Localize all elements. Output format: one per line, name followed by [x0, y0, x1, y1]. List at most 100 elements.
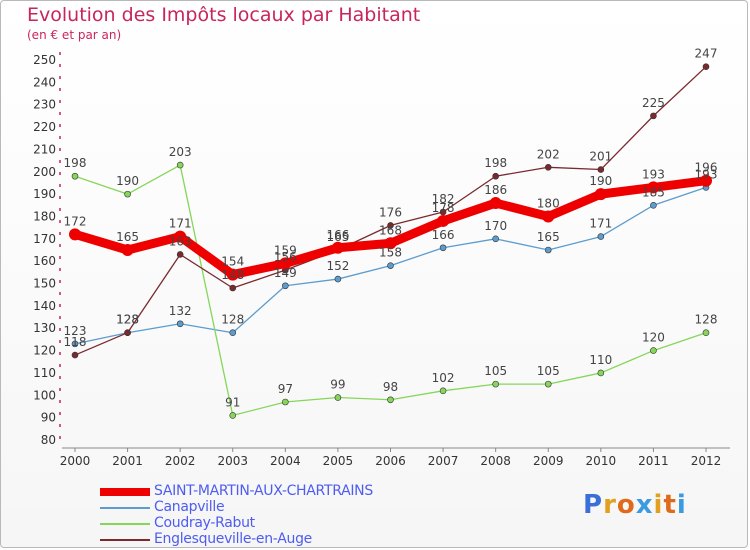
y-tick-label: 100 [33, 388, 56, 402]
data-label: 172 [64, 214, 87, 228]
data-label: 190 [589, 174, 612, 188]
x-tick-label: 2011 [638, 454, 669, 468]
y-tick-label: 220 [33, 120, 56, 134]
data-label: 185 [642, 185, 665, 199]
series-layer [69, 63, 712, 419]
series-group [71, 161, 710, 419]
legend-swatch [100, 523, 150, 525]
data-point [650, 201, 657, 209]
data-point [492, 172, 499, 180]
data-point [702, 329, 710, 337]
data-point [71, 351, 79, 359]
x-tick-label: 2002 [165, 454, 196, 468]
data-point [544, 246, 552, 254]
data-point [647, 181, 660, 194]
x-tick-label: 2005 [323, 454, 354, 468]
data-label: 98 [383, 380, 398, 394]
data-point [282, 398, 289, 406]
y-tick-label: 110 [33, 366, 56, 380]
x-tick-label: 2009 [533, 454, 564, 468]
data-point [594, 188, 607, 201]
data-point [437, 214, 450, 227]
data-label: 152 [326, 259, 349, 273]
data-label: 165 [116, 230, 139, 244]
data-label: 128 [695, 313, 718, 327]
data-label: 91 [225, 395, 240, 409]
data-point [700, 174, 712, 187]
data-point [124, 190, 131, 198]
series-group [69, 174, 712, 281]
data-label: 225 [642, 96, 665, 110]
y-tick-label: 230 [33, 98, 56, 112]
data-label: 168 [379, 223, 402, 237]
y-tick-label: 250 [33, 53, 56, 67]
data-point [597, 369, 605, 377]
data-point [121, 244, 134, 256]
data-label: 193 [642, 167, 665, 181]
data-point [597, 166, 605, 173]
data-label: 159 [274, 243, 297, 257]
data-label: 198 [64, 156, 87, 170]
data-label: 149 [274, 266, 297, 280]
data-point [71, 340, 79, 348]
data-label: 186 [484, 183, 507, 197]
data-label: 196 [695, 161, 718, 175]
chart-subtitle: (en € et par an) [27, 28, 122, 42]
series-line [74, 164, 707, 417]
data-point [229, 284, 237, 292]
data-point [229, 412, 237, 419]
data-point [331, 241, 344, 254]
y-tick-label: 90 [41, 411, 56, 425]
axes: 8090100110120130140150160170180190200210… [33, 52, 730, 468]
data-label: 158 [379, 246, 402, 260]
data-label: 154 [221, 255, 244, 269]
data-point [226, 268, 239, 281]
y-tick-label: 130 [33, 321, 56, 335]
data-label: 247 [695, 47, 718, 61]
legend-label: Coudray-Rabut [154, 515, 255, 531]
data-label: 182 [432, 192, 455, 206]
logo-letter: o [616, 490, 636, 520]
legend-swatch [100, 539, 150, 541]
data-label: 132 [169, 304, 192, 318]
logo-letter: P [583, 490, 604, 520]
data-point [174, 230, 187, 243]
y-tick-label: 180 [33, 209, 56, 223]
data-point [229, 329, 237, 337]
data-point [489, 197, 502, 210]
data-point [387, 396, 394, 404]
data-point [650, 112, 657, 120]
data-point [279, 257, 292, 270]
x-tick-label: 2008 [480, 454, 511, 468]
legend-swatch [100, 507, 150, 509]
logo-letter: i [653, 490, 664, 520]
y-tick-label: 200 [33, 165, 56, 179]
data-label: 165 [537, 230, 560, 244]
legend-label: Canapville [154, 499, 225, 515]
data-point [439, 387, 447, 395]
data-point [384, 237, 397, 250]
data-label: 171 [169, 217, 192, 231]
data-label: 178 [432, 201, 455, 215]
logo-letter: x [635, 490, 654, 520]
data-point [544, 380, 552, 388]
data-point [387, 222, 394, 229]
x-tick-label: 2006 [375, 454, 406, 468]
data-label: 180 [537, 196, 560, 210]
data-label: 193 [695, 167, 718, 181]
x-tick-label: 2007 [428, 454, 459, 468]
data-label: 148 [221, 268, 244, 282]
x-tick-label: 2010 [586, 454, 617, 468]
chart-title: Evolution des Impôts locaux par Habitant [27, 4, 421, 26]
data-label: 110 [589, 353, 612, 367]
x-tick-label: 2004 [270, 454, 301, 468]
data-label: 203 [169, 145, 192, 159]
legend-swatch [100, 488, 150, 496]
x-tick-label: 2001 [112, 454, 143, 468]
data-label: 171 [589, 217, 612, 231]
data-label: 97 [278, 382, 293, 396]
data-point [176, 320, 184, 328]
